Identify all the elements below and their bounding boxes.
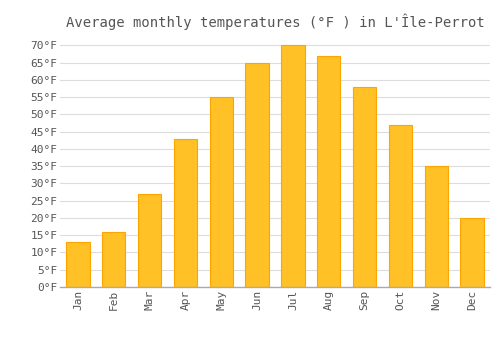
Bar [424, 166, 448, 287]
Bar [460, 218, 483, 287]
Bar [389, 125, 412, 287]
Bar [317, 56, 340, 287]
Bar [102, 232, 126, 287]
Bar [353, 87, 376, 287]
Bar [282, 46, 304, 287]
Bar [174, 139, 197, 287]
Bar [210, 97, 233, 287]
Bar [66, 242, 90, 287]
Bar [246, 63, 268, 287]
Bar [138, 194, 161, 287]
Title: Average monthly temperatures (°F ) in L'Île-Perrot: Average monthly temperatures (°F ) in L'… [66, 13, 484, 30]
